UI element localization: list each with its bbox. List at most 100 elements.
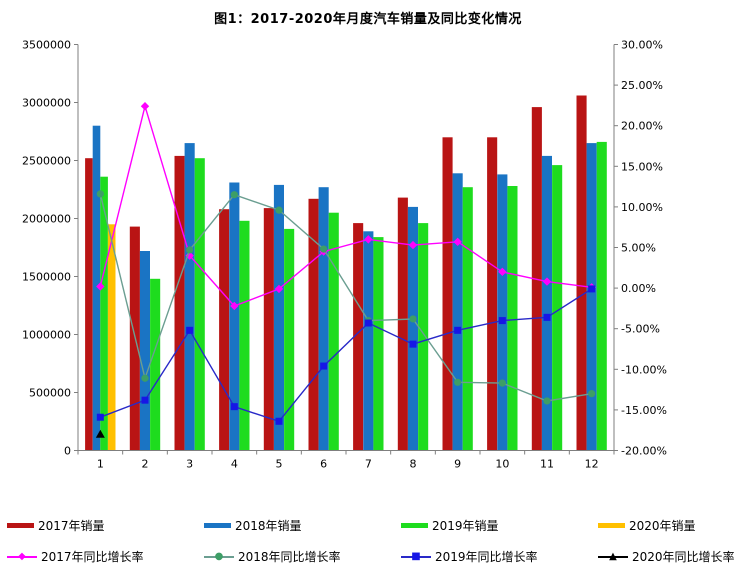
bar-2018-sales-m3 <box>184 143 195 451</box>
marker-2018-growth-m8 <box>409 315 417 323</box>
x-axis-label: 6 <box>320 458 327 471</box>
bar-2017-sales-m6 <box>308 198 319 451</box>
bar-swatch-icon <box>598 523 625 528</box>
x-axis-label: 12 <box>585 458 599 471</box>
bar-2019-sales-m1 <box>100 176 108 451</box>
bar-2019-sales-m2 <box>150 278 161 451</box>
right-axis-label: -10.00% <box>621 363 667 376</box>
bar-swatch-icon <box>204 523 231 528</box>
bar-2017-sales-m8 <box>397 197 408 451</box>
bar-2017-sales-m10 <box>487 137 498 451</box>
marker-2019-growth-m7 <box>364 319 372 327</box>
legend-item-2020-growth: ▲ 2020年同比增长率 <box>598 548 735 565</box>
legend-label: 2020年同比增长率 <box>632 550 735 564</box>
bar-2019-sales-m7 <box>373 237 384 451</box>
bar-swatch-icon <box>7 523 34 528</box>
x-axis-label: 11 <box>540 458 554 471</box>
right-axis-label: -20.00% <box>621 445 667 458</box>
right-axis-label: -5.00% <box>621 323 660 336</box>
marker-2020-growth-m1 <box>95 429 105 438</box>
x-axis-label: 1 <box>97 458 104 471</box>
bar-2018-sales-m9 <box>452 173 463 451</box>
left-axis-label: 0 <box>64 445 71 458</box>
bar-2019-sales-m11 <box>552 165 563 451</box>
left-axis-label: 2000000 <box>22 213 71 226</box>
bar-2019-sales-m9 <box>462 187 473 451</box>
left-axis-label: 3500000 <box>22 39 71 52</box>
marker-2017-growth-m1 <box>96 282 105 291</box>
marker-2019-growth-m6 <box>320 362 328 370</box>
marker-2017-growth-m7 <box>364 235 373 244</box>
bar-2020-sales-m1 <box>107 224 116 451</box>
legend-label: 2019年销量 <box>432 519 499 533</box>
legend-label: 2020年销量 <box>629 519 696 533</box>
triangle-marker-icon: ▲ <box>598 550 628 563</box>
bar-2019-sales-m8 <box>418 223 429 451</box>
legend-label: 2017年销量 <box>38 519 105 533</box>
marker-2018-growth-m6 <box>320 245 328 253</box>
legend-label: 2019年同比增长率 <box>435 550 538 564</box>
right-axis-label: 10.00% <box>621 201 663 214</box>
x-axis-label: 8 <box>410 458 417 471</box>
x-axis-label: 9 <box>454 458 461 471</box>
marker-2017-growth-m10 <box>498 267 507 277</box>
marker-2018-growth-m9 <box>454 378 462 386</box>
legend-item-2018-growth: ● 2018年同比增长率 <box>204 548 341 565</box>
bar-2019-sales-m6 <box>328 212 339 451</box>
marker-2019-growth-m9 <box>454 326 462 334</box>
legend-label: 2018年同比增长率 <box>238 550 341 564</box>
legend-item-2019-growth: ■ 2019年同比增长率 <box>401 548 538 565</box>
marker-2017-growth-m9 <box>453 237 462 247</box>
marker-2019-growth-m8 <box>409 340 417 348</box>
bar-2018-sales-m6 <box>318 187 329 451</box>
bar-2017-sales-m9 <box>442 137 453 451</box>
right-axis-label: 25.00% <box>621 79 663 92</box>
line-2018-growth <box>99 193 592 402</box>
left-axis-label: 2500000 <box>22 155 71 168</box>
bar-2018-sales-m1 <box>92 125 101 451</box>
marker-2019-growth-m3 <box>186 326 194 334</box>
legend-item-2020-sales: 2020年销量 <box>598 517 696 534</box>
bar-2017-sales-m7 <box>353 223 364 451</box>
right-axis-label: 20.00% <box>621 120 663 133</box>
marker-2018-growth-m11 <box>543 397 551 405</box>
right-axis-label: 15.00% <box>621 160 663 173</box>
legend-item-2017-sales: 2017年销量 <box>7 517 105 534</box>
left-axis-label: 1000000 <box>22 329 71 342</box>
right-axis-label: 30.00% <box>621 39 663 52</box>
left-axis-label: 1500000 <box>22 271 71 284</box>
bar-2018-sales-m10 <box>497 174 508 451</box>
diamond-marker-icon: ◆ <box>7 550 37 563</box>
left-axis-label: 3000000 <box>22 97 71 110</box>
marker-2017-growth-m11 <box>542 277 552 286</box>
line-2017-growth <box>99 103 592 307</box>
bar-2018-sales-m5 <box>273 184 284 451</box>
legend-item-2019-sales: 2019年销量 <box>401 517 499 534</box>
bar-2019-sales-m4 <box>239 220 250 451</box>
marker-2017-growth-m4 <box>230 301 239 311</box>
bar-2019-sales-m3 <box>194 158 205 451</box>
bar-2017-sales-m12 <box>576 95 587 451</box>
square-marker-icon: ■ <box>401 550 431 563</box>
marker-2019-growth-m1 <box>96 413 104 421</box>
bar-2018-sales-m4 <box>229 182 240 451</box>
marker-2019-growth-m11 <box>543 313 551 321</box>
marker-2017-growth-m5 <box>274 284 284 294</box>
bar-2017-sales-m4 <box>219 209 230 451</box>
marker-2017-growth-m8 <box>408 240 418 250</box>
bar-2019-sales-m10 <box>507 186 518 451</box>
x-axis-label: 2 <box>142 458 149 471</box>
chart-title: 图1：2017-2020年月度汽车销量及同比变化情况 <box>214 12 522 27</box>
bar-2019-sales-m12 <box>596 141 607 451</box>
x-axis-label: 7 <box>365 458 372 471</box>
marker-2018-growth-m4 <box>230 191 238 199</box>
legend-label: 2018年销量 <box>235 519 302 533</box>
bar-2018-sales-m2 <box>139 251 150 451</box>
legend-label: 2017年同比增长率 <box>41 550 144 564</box>
bar-2018-sales-m11 <box>541 155 552 451</box>
marker-2019-growth-m5 <box>275 417 283 425</box>
marker-2019-growth-m2 <box>141 396 149 404</box>
left-axis-label: 500000 <box>29 387 71 400</box>
marker-2018-growth-m12 <box>588 390 596 398</box>
legend-item-2017-growth: ◆ 2017年同比增长率 <box>7 548 144 565</box>
